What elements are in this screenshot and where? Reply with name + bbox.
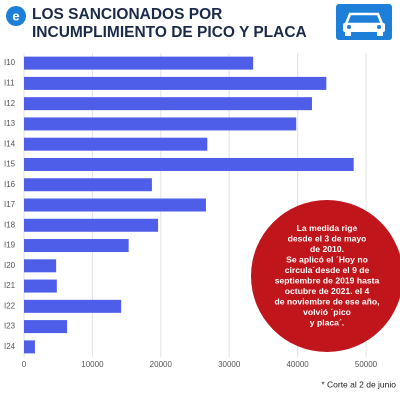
bar (24, 97, 312, 111)
y-tick-label: I12 (4, 99, 16, 108)
annotation-text: de 2010. (310, 244, 344, 254)
x-tick-label: 10000 (81, 360, 104, 369)
x-tick-label: 20000 (150, 360, 173, 369)
y-tick-label: I10 (4, 58, 16, 67)
bar (24, 137, 208, 151)
logo-letter: e (12, 8, 19, 23)
y-tick-label: I19 (4, 241, 16, 250)
annotation-text: volvió ´pico (303, 307, 351, 317)
bar (24, 279, 57, 293)
x-tick-label: 50000 (355, 360, 378, 369)
bar (24, 76, 327, 90)
bar (24, 56, 254, 70)
bar (24, 259, 57, 273)
annotation-text: de noviembre de ese año, (274, 297, 379, 307)
y-tick-label: I22 (4, 301, 16, 310)
y-tick-label: I20 (4, 261, 16, 270)
annotation-text: La medida rige (297, 223, 358, 233)
bar (24, 117, 297, 131)
annotation-bubble (251, 200, 400, 352)
bar (24, 340, 35, 354)
bar (24, 218, 159, 232)
y-tick-label: I16 (4, 180, 16, 189)
chart-title: INCUMPLIMIENTO DE PICO Y PLACA (32, 24, 307, 41)
y-tick-label: I23 (4, 322, 16, 331)
footnote: * Corte al 2 de junio (321, 379, 396, 389)
annotation-text: octubre de 2021. el 4 (285, 286, 370, 296)
bar (24, 178, 152, 192)
y-tick-label: I15 (4, 160, 16, 169)
car-icon (336, 4, 392, 40)
y-tick-label: I11 (4, 79, 15, 88)
bar (24, 239, 129, 253)
annotation-text: y placa´. (310, 318, 344, 328)
annotation-text: septiembre de 2019 hasta (275, 276, 380, 286)
y-tick-label: I17 (4, 200, 16, 209)
chart-title: LOS SANCIONADOS POR (32, 6, 222, 23)
annotation-text: desde el 3 de mayo (288, 234, 367, 244)
annotation-text: Se aplicó el ´Hoy no (286, 255, 368, 265)
x-tick-label: 30000 (218, 360, 241, 369)
y-tick-label: I14 (4, 139, 16, 148)
logo (6, 6, 26, 26)
x-tick-label: 40000 (286, 360, 309, 369)
bar (24, 157, 354, 171)
bar (24, 198, 206, 212)
y-tick-label: I21 (4, 281, 16, 290)
bar (24, 320, 68, 334)
x-tick-label: 0 (22, 360, 27, 369)
y-tick-label: I13 (4, 119, 16, 128)
bar (24, 299, 122, 313)
y-tick-label: I18 (4, 220, 16, 229)
y-tick-label: I24 (4, 342, 16, 351)
annotation-text: circula´desde el 9 de (285, 265, 370, 275)
